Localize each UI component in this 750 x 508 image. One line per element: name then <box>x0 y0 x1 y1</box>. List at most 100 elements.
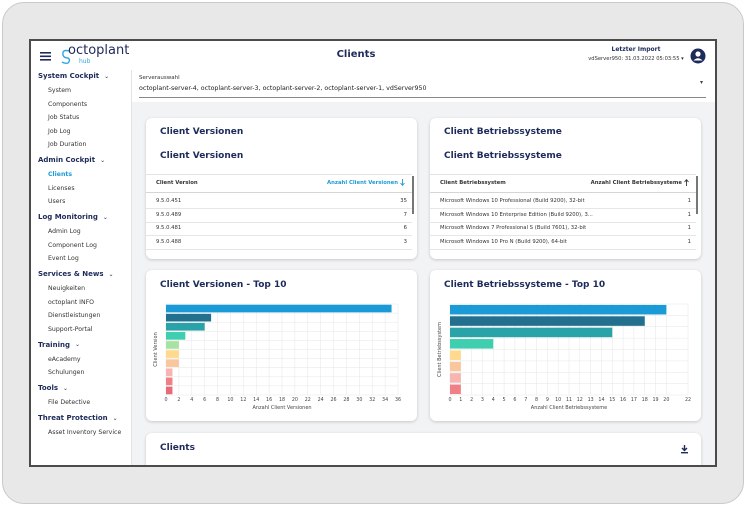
sort-header[interactable]: Anzahl Client Versionen <box>327 179 405 186</box>
sidebar-border <box>131 70 132 465</box>
x-tick-label: 6 <box>203 397 206 403</box>
nav-group[interactable]: Log Monitoring ⌄ <box>38 213 108 221</box>
download-button[interactable] <box>680 445 689 454</box>
y-axis-label: Client Betriebssystem <box>437 322 443 377</box>
nav-item[interactable]: Component Log <box>48 241 97 249</box>
select-underline <box>139 97 706 98</box>
nav-item[interactable]: Users <box>48 198 66 205</box>
logo-icon <box>61 49 71 65</box>
chevron[interactable]: ⌄ <box>102 213 108 221</box>
x-axis-label: Anzahl Client Versionen <box>252 405 311 411</box>
bar <box>166 377 173 386</box>
chevron[interactable]: ⌄ <box>112 414 118 422</box>
logo-sub: hub <box>79 58 91 65</box>
table-header-line <box>146 174 412 175</box>
nav-group-label: Log Monitoring <box>38 213 98 221</box>
column-header: Client Version <box>156 180 198 186</box>
x-tick-label: 10 <box>227 397 233 403</box>
cell: 1 <box>687 198 691 204</box>
nav-item[interactable]: File Detective <box>48 399 91 406</box>
nav-item[interactable]: Admin Log <box>48 228 81 235</box>
nav-group[interactable]: Admin Cockpit ⌄ <box>38 156 105 164</box>
chart: 0 2 4 6 8 10 12 14 16 18 20 22 24 26 28 30 32 34 36Anzahl … <box>153 303 401 411</box>
nav-group-label: System Cockpit <box>38 72 100 80</box>
table-card: Client Versionen Client Versionen Client V… <box>146 118 417 259</box>
chevron[interactable]: ⌄ <box>74 341 80 348</box>
cell: 7 <box>403 211 407 218</box>
x-tick-label: 6 <box>513 397 516 403</box>
bar <box>166 368 173 377</box>
cell: 35 <box>400 198 407 204</box>
x-tick-label: 22 <box>305 397 311 403</box>
row-line <box>146 235 412 237</box>
cell: Microsoft Windows 7 Professional S (Buil… <box>440 225 587 232</box>
table-header-line <box>146 192 412 193</box>
nav-group[interactable]: Tools ⌄ <box>38 384 68 392</box>
nav-item[interactable]: Job Duration <box>48 141 87 148</box>
chart-card: Client Betriebssysteme - Top 10 0 1 2 3 4 5 6 7 8… <box>430 270 701 421</box>
nav-group[interactable]: System Cockpit ⌄ <box>38 72 109 80</box>
nav-item[interactable]: Neuigkeiten <box>48 285 86 292</box>
chevron[interactable]: ⌄ <box>104 72 110 80</box>
nav-group-label: Admin Cockpit <box>38 156 96 164</box>
clients-card: Clients <box>146 433 701 465</box>
sort-header[interactable]: Anzahl Client Betriebssysteme <box>591 179 689 186</box>
select-arrow[interactable]: ▾ <box>700 79 704 86</box>
import-value-text: vdServer950: 31.03.2022 05:03:55 <box>588 56 680 62</box>
nav-item[interactable]: Job Log <box>48 127 71 135</box>
card-title: Client Betriebssysteme - Top 10 <box>444 280 606 290</box>
nav-item[interactable]: Dienstleistungen <box>48 312 101 319</box>
nav-group-label: Tools <box>38 384 59 392</box>
nav-item[interactable]: Asset Inventory Service <box>48 429 122 436</box>
x-tick-label: 30 <box>356 397 362 403</box>
sort-arrow <box>400 179 405 186</box>
y-axis-label: Client Version <box>153 332 159 366</box>
cell: 3 <box>403 238 407 245</box>
nav-item[interactable]: Clients <box>48 171 73 178</box>
bar <box>450 361 461 372</box>
nav-group[interactable]: Threat Protection ⌄ <box>38 414 118 422</box>
bar <box>166 304 392 313</box>
x-tick-label: 8 <box>216 397 219 403</box>
x-tick-label: 24 <box>318 397 324 403</box>
menu-button[interactable] <box>40 51 52 61</box>
bar <box>166 313 212 322</box>
table-header-line <box>430 174 696 175</box>
nav-item[interactable]: octoplant INFO <box>48 298 95 306</box>
x-tick-label: 4 <box>190 397 193 403</box>
chevron[interactable]: ⌄ <box>108 270 114 278</box>
bar <box>450 304 667 315</box>
bar <box>450 373 461 383</box>
row-line <box>146 248 412 250</box>
nav-item[interactable]: Licenses <box>48 184 75 192</box>
x-tick-label: 19 <box>652 397 658 403</box>
sort-arrow-path <box>684 179 689 186</box>
nav-item[interactable]: Schulungen <box>48 369 85 376</box>
nav-item[interactable]: Job Status <box>48 114 80 121</box>
cell: 6 <box>403 225 407 232</box>
bar <box>450 384 461 395</box>
x-tick-label: 34 <box>382 397 388 403</box>
x-tick-label: 16 <box>620 397 626 403</box>
select-value[interactable]: octoplant-server-4, octoplant-server-3, … <box>139 85 427 92</box>
x-tick-label: 12 <box>240 397 246 403</box>
cell: 1 <box>687 225 691 232</box>
nav-item[interactable]: Components <box>48 100 88 108</box>
user-icon[interactable] <box>690 48 706 64</box>
import-value[interactable]: vdServer950: 31.03.2022 05:03:55 ▾ <box>588 56 684 62</box>
chevron[interactable]: ⌄ <box>63 384 69 392</box>
chevron[interactable]: ⌄ <box>100 156 106 164</box>
bar <box>166 322 205 331</box>
sort-arrow <box>684 179 689 186</box>
nav-item[interactable]: eAcademy <box>48 355 81 363</box>
nav-item[interactable]: Event Log <box>48 255 79 262</box>
nav-item[interactable]: Support-Portal <box>48 325 93 333</box>
card-title: Clients <box>160 443 195 453</box>
nav-item[interactable]: System <box>48 87 72 94</box>
x-tick-label: 2 <box>177 397 180 403</box>
x-tick-label: 28 <box>343 397 349 403</box>
nav-group[interactable]: Training ⌄ <box>38 341 80 349</box>
nav-group[interactable]: Services & News ⌄ <box>38 270 114 278</box>
table-card: Client Betriebssysteme Client Betriebssys… <box>430 118 701 259</box>
